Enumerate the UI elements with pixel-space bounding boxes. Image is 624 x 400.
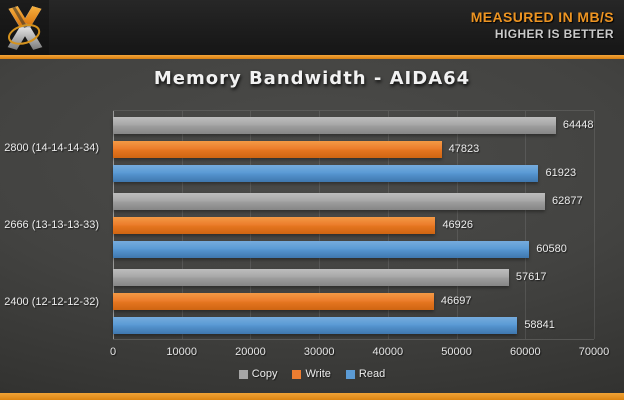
x-tick-label: 50000	[441, 346, 472, 358]
bar-write-2400	[113, 292, 434, 310]
x-tick-label: 10000	[166, 346, 197, 358]
bar-read-2400	[113, 316, 518, 334]
plot-area: 64448 47823 61923 62877	[113, 110, 595, 340]
header-taglines: MEASURED IN MB/S HIGHER IS BETTER	[471, 9, 614, 42]
bar-row: 58841	[113, 316, 594, 334]
x-logo-icon	[7, 5, 42, 50]
bar-row: 57617	[113, 268, 594, 286]
bar-value-label: 47823	[448, 143, 480, 155]
category-label-2800: 2800 (14-14-14-34)	[4, 142, 99, 155]
bar-groups: 64448 47823 61923 62877	[113, 111, 594, 339]
bar-value-label: 57617	[515, 271, 547, 283]
chart-body: Memory Bandwidth - AIDA64 2800 (14-14-14…	[0, 59, 624, 393]
bar-value-label: 58841	[524, 319, 555, 331]
x-tick-label: 20000	[235, 346, 266, 358]
legend: Copy Write Read	[0, 368, 624, 380]
bar-group-2400: 57617 46697 58841	[113, 263, 594, 339]
bar-row: 46697	[113, 292, 594, 310]
legend-label-read: Read	[358, 368, 386, 380]
orange-divider-top	[0, 55, 624, 59]
bar-row: 61923	[113, 164, 594, 182]
bar-value-label: 64448	[562, 119, 594, 131]
category-label-2400: 2400 (12-12-12-32)	[4, 295, 99, 308]
tagline-higher-is-better: HIGHER IS BETTER	[494, 26, 614, 41]
bar-row: 64448	[113, 116, 594, 134]
bar-row: 62877	[113, 192, 594, 210]
legend-label-write: Write	[305, 368, 331, 380]
logo-box	[0, 0, 49, 55]
bar-write-2800	[113, 140, 442, 158]
legend-swatch-read-icon	[345, 369, 355, 379]
legend-label-copy: Copy	[251, 368, 278, 380]
legend-item-copy: Copy	[238, 368, 278, 380]
x-axis: 0 10000 20000 30000 40000 50000 60000 70…	[109, 346, 609, 360]
bar-value-label: 46926	[442, 219, 474, 231]
bar-read-2666	[113, 240, 530, 258]
bar-group-2800: 64448 47823 61923	[113, 111, 594, 187]
gridline-70000	[594, 111, 595, 339]
bar-value-label: 62877	[552, 195, 583, 207]
bar-group-2666: 62877 46926 60580	[113, 187, 594, 263]
legend-item-write: Write	[292, 368, 331, 380]
bar-copy-2666	[113, 192, 546, 210]
gridline-60000	[525, 111, 527, 339]
legend-swatch-write-icon	[292, 369, 302, 379]
bar-copy-2800	[113, 116, 556, 134]
orange-divider-bottom	[0, 393, 624, 400]
tagline-measured-in: MEASURED IN MB/S	[470, 9, 614, 25]
category-label-2666: 2666 (13-13-13-33)	[4, 219, 99, 231]
x-tick-label: 30000	[303, 346, 335, 358]
bar-row: 46926	[113, 216, 594, 234]
legend-item-read: Read	[345, 368, 386, 380]
bar-value-label: 46697	[440, 295, 472, 307]
bar-value-label: 61923	[545, 167, 577, 179]
x-tick-label: 40000	[372, 346, 404, 358]
bar-row: 47823	[113, 140, 594, 158]
bar-value-label: 60580	[536, 243, 567, 255]
bar-write-2666	[113, 216, 436, 234]
x-tick-label: 60000	[509, 346, 541, 358]
bar-read-2800	[113, 164, 539, 182]
bar-copy-2400	[113, 268, 509, 286]
x-tick-label: 70000	[578, 346, 610, 358]
x-tick-label: 0	[109, 346, 117, 358]
bar-row: 60580	[113, 240, 594, 258]
gridline-50000	[456, 111, 458, 339]
chart-title: Memory Bandwidth - AIDA64	[153, 68, 471, 89]
header-bar: MEASURED IN MB/S HIGHER IS BETTER	[0, 0, 624, 55]
legend-swatch-copy-icon	[238, 369, 248, 379]
category-axis: 2800 (14-14-14-34) 2666 (13-13-13-33) 24…	[0, 110, 106, 340]
